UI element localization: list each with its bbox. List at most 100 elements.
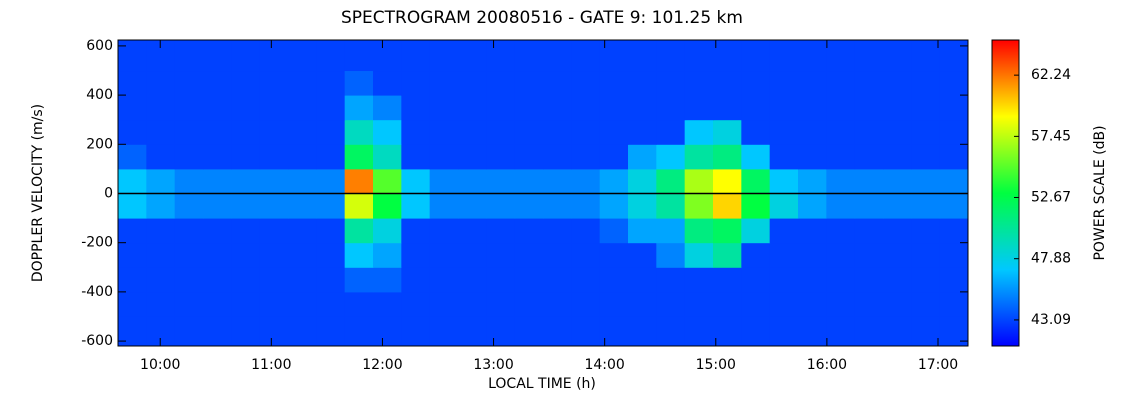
heatmap-cell	[203, 40, 232, 72]
heatmap-cell	[826, 291, 856, 317]
heatmap-cell	[288, 40, 317, 72]
heatmap-cell	[231, 119, 261, 145]
heatmap-cell	[458, 119, 487, 145]
heatmap-cell	[146, 119, 176, 145]
heatmap-cell	[543, 316, 572, 347]
heatmap-cell	[316, 218, 346, 244]
x-tick-label: 13:00	[473, 357, 513, 373]
heatmap-cell	[741, 168, 771, 194]
heatmap-cell	[656, 119, 686, 145]
heatmap-cell	[798, 70, 827, 96]
heatmap-cell	[288, 95, 317, 121]
heatmap-cell	[458, 267, 487, 293]
heatmap-cell	[854, 316, 884, 347]
heatmap-cell	[486, 291, 516, 317]
heatmap-cell	[458, 144, 487, 170]
heatmap-cell	[174, 316, 204, 347]
heatmap-cell	[486, 40, 516, 72]
heatmap-cell	[486, 119, 516, 145]
heatmap-cell	[486, 242, 516, 268]
heatmap-cell	[259, 218, 289, 244]
heatmap-cell	[231, 40, 261, 72]
heatmap-cell	[373, 70, 402, 96]
colorbar-tick-label: 43.09	[1031, 312, 1071, 328]
heatmap-cell	[344, 218, 374, 244]
heatmap-cell	[798, 144, 827, 170]
heatmap-cell	[344, 242, 374, 268]
y-tick-label: 0	[104, 185, 113, 201]
colorbar	[991, 39, 1020, 347]
heatmap-cell	[146, 168, 176, 194]
heatmap-cell	[599, 40, 629, 72]
heatmap-cell	[373, 193, 402, 219]
heatmap-cell	[543, 40, 572, 72]
heatmap-cell	[656, 168, 686, 194]
heatmap-cell	[854, 168, 884, 194]
heatmap-cell	[231, 218, 261, 244]
x-tick-label: 12:00	[362, 357, 402, 373]
heatmap-cell	[146, 218, 176, 244]
heatmap-cell	[854, 40, 884, 72]
heatmap-cell	[826, 40, 856, 72]
heatmap-cell	[118, 144, 147, 170]
heatmap-cell	[231, 95, 261, 121]
heatmap-cell	[741, 95, 771, 121]
heatmap-cell	[514, 267, 544, 293]
heatmap-cell	[486, 70, 516, 96]
x-tick-label: 11:00	[251, 357, 291, 373]
heatmap-cell	[118, 95, 147, 121]
colorbar-tick-label: 62.24	[1031, 67, 1071, 83]
heatmap-cell	[599, 242, 629, 268]
heatmap-cell	[826, 119, 856, 145]
heatmap-cell	[373, 168, 402, 194]
heatmap-cell	[911, 168, 941, 194]
heatmap-cell	[939, 242, 969, 268]
heatmap-cell	[628, 242, 657, 268]
heatmap-cell	[911, 316, 941, 347]
heatmap-cell	[146, 193, 176, 219]
heatmap-cell	[939, 218, 969, 244]
heatmap-cell	[118, 242, 147, 268]
heatmap-cell	[939, 70, 969, 96]
heatmap-cell	[599, 316, 629, 347]
heatmap-cell	[373, 242, 402, 268]
heatmap-cell	[656, 316, 686, 347]
heatmap-cell	[288, 316, 317, 347]
heatmap-cell	[883, 316, 912, 347]
heatmap-cell	[259, 242, 289, 268]
heatmap-cell	[854, 70, 884, 96]
heatmap-cell	[401, 168, 431, 194]
heatmap-cell	[543, 218, 572, 244]
heatmap-cell	[571, 95, 601, 121]
heatmap-cell	[203, 291, 232, 317]
heatmap-cell	[628, 70, 657, 96]
heatmap-cell	[373, 218, 402, 244]
heatmap-cell	[373, 291, 402, 317]
heatmap-cell	[344, 70, 374, 96]
heatmap-cell	[231, 291, 261, 317]
heatmap-cell	[514, 70, 544, 96]
heatmap-cell	[344, 40, 374, 72]
heatmap-cell	[741, 267, 771, 293]
heatmap-cell	[118, 119, 147, 145]
heatmap-cell	[939, 144, 969, 170]
heatmap-cell	[373, 40, 402, 72]
heatmap-cell	[826, 95, 856, 121]
heatmap-cell	[316, 144, 346, 170]
heatmap-cell	[288, 267, 317, 293]
heatmap-cell	[769, 144, 799, 170]
heatmap-cell	[543, 242, 572, 268]
heatmap-cell	[684, 267, 714, 293]
heatmap-cell	[883, 218, 912, 244]
heatmap-cell	[883, 267, 912, 293]
heatmap-cell	[259, 40, 289, 72]
heatmap-cell	[203, 119, 232, 145]
heatmap-cell	[571, 316, 601, 347]
heatmap-cell	[798, 119, 827, 145]
heatmap-cell	[741, 316, 771, 347]
x-tick-label: 14:00	[584, 357, 624, 373]
heatmap-cell	[203, 70, 232, 96]
heatmap-cell	[543, 119, 572, 145]
heatmap-cell	[514, 193, 544, 219]
heatmap-cell	[259, 193, 289, 219]
